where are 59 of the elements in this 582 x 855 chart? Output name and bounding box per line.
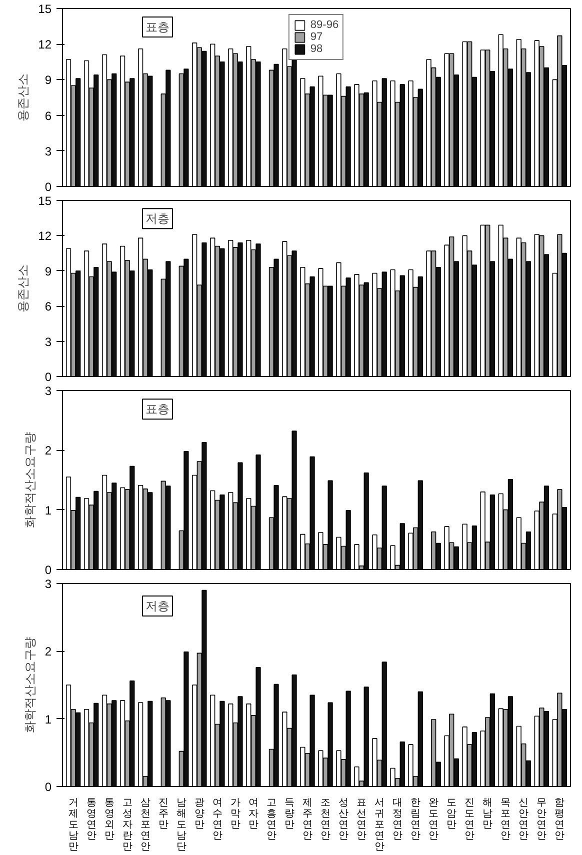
x-tick-label: 진주만 [158,798,168,830]
y-axis-title: 화학적산소요구량 [22,432,37,528]
y-tick-label: 1 [44,712,52,726]
y-tick-label: 0 [44,180,52,194]
x-tick-label: 고흥연안 [266,798,276,842]
x-tick-label: 진도연안 [464,798,475,842]
y-tick-label: 2 [44,644,52,659]
x-tick-label: 여수연안 [212,798,222,842]
legend-label: 98 [310,43,324,55]
y-tick-label: 1 [44,503,52,518]
x-tick-label: 남해도남단 [176,798,186,852]
x-tick-label: 도암만 [446,798,457,830]
x-tick-label: 표선연안 [356,798,367,842]
y-tick-label: 6 [44,108,52,123]
x-tick-label: 서귀포연안 [374,798,385,852]
x-tick-label: 성산연안 [338,798,349,842]
x-tick-label: 삼천포연안 [140,798,150,852]
y-tick-label: 2 [44,444,52,458]
x-tick-label: 해남만 [482,798,493,830]
y-tick-label: 15 [38,194,52,208]
x-tick-label: 거제도남만 [68,798,78,852]
x-tick-label: 통영연안 [86,798,96,842]
y-tick-label: 3 [44,577,52,591]
x-tick-label: 완도연안 [428,798,439,842]
y-tick-label: 3 [44,334,52,349]
y-tick-label: 12 [38,229,52,244]
x-tick-label: 조천연안 [320,798,331,842]
x-tick-label: 함평연안 [554,798,565,842]
y-axis-title: 용존산소 [16,264,30,312]
x-tick-label: 제주연안 [302,798,312,842]
y-tick-label: 0 [44,563,52,577]
legend-label: 97 [310,31,324,43]
y-tick-label: 6 [44,300,52,314]
x-tick-label: 대정연안 [392,798,403,842]
x-tick-label: 신안연안 [518,798,529,842]
x-tick-label: 통영외만 [104,798,114,842]
y-tick-label: 12 [38,38,52,52]
x-tick-label: 광양만 [194,798,204,830]
y-tick-label: 9 [44,264,52,278]
annotation: 표층 [146,402,170,416]
y-tick-label: 3 [44,144,52,158]
annotation: 저층 [146,212,170,226]
x-tick-label: 여자만 [248,798,258,830]
x-tick-label: 한림연안 [410,798,421,842]
y-tick-label: 3 [44,384,52,398]
annotation: 저층 [146,598,170,613]
y-tick-label: 0 [44,780,52,794]
y-axis-title: 용존산소 [16,74,30,122]
y-tick-label: 15 [38,2,52,16]
x-tick-label: 고성자란만 [122,798,132,852]
annotation: 표층 [146,20,170,34]
y-tick-label: 9 [44,73,52,88]
legend-label: 89-96 [310,19,339,31]
x-tick-label: 목포연안 [500,798,511,842]
x-tick-label: 무안연안 [536,798,547,842]
y-tick-label: 0 [44,370,52,384]
x-tick-label: 득량만 [284,798,294,830]
y-axis-title: 화학적산소요구량 [22,637,37,733]
x-tick-label: 가막만 [230,798,240,830]
